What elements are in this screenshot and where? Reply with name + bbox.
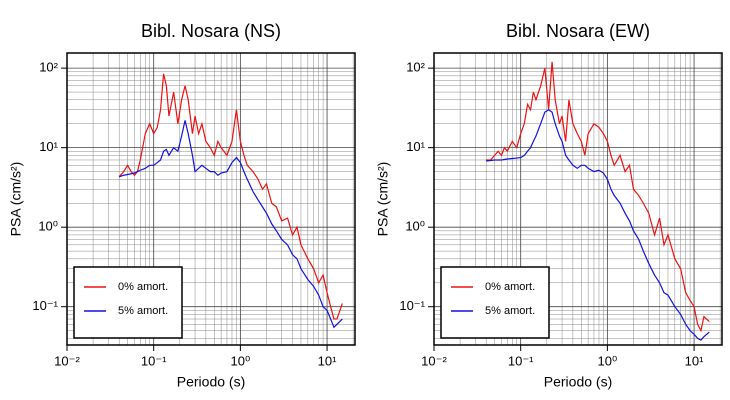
x-axis-label: Periodo (s) xyxy=(177,374,245,390)
data-line xyxy=(486,61,710,333)
x-tick-label: 10⁻¹ xyxy=(141,353,167,368)
x-tick-label: 10⁰ xyxy=(231,353,251,368)
y-axis-label: PSA (cm/s²) xyxy=(375,162,391,237)
y-tick-label: 10⁰ xyxy=(405,219,425,234)
y-tick-label: 10¹ xyxy=(406,139,425,154)
y-tick-label: 10² xyxy=(39,60,58,75)
x-axis-label: Periodo (s) xyxy=(544,374,612,390)
x-tick-label: 10⁰ xyxy=(598,353,618,368)
plot-frame xyxy=(66,52,356,346)
legend-label: 5% amort. xyxy=(118,305,168,317)
y-tick-label: 10² xyxy=(406,60,425,75)
x-tick-label: 10¹ xyxy=(685,353,704,368)
y-tick-label: 10⁻¹ xyxy=(32,298,58,313)
data-line xyxy=(486,109,710,341)
x-tick-label: 10⁻² xyxy=(54,353,80,368)
chart-title: Bibl. Nosara (EW) xyxy=(506,21,650,41)
plot: 10⁻² 10⁻¹ 10⁰ 10¹ 10⁻¹ 10⁰ 10¹ 10² Bibl. Nosara … xyxy=(375,21,723,390)
y-tick-label: 10⁻¹ xyxy=(399,298,425,313)
legend-box xyxy=(440,266,550,339)
data-line xyxy=(118,120,343,329)
legend-box xyxy=(73,266,183,339)
plot: 10⁻² 10⁻¹ 10⁰ 10¹ 10⁻¹ 10⁰ 10¹ 10² Bibl. Nosara … xyxy=(8,21,356,390)
plot-frame xyxy=(433,52,723,346)
legend-label: 0% amort. xyxy=(485,281,535,293)
chart-title: Bibl. Nosara (NS) xyxy=(141,21,281,41)
x-tick-label: 10⁻¹ xyxy=(508,353,534,368)
x-tick-label: 10⁻² xyxy=(421,353,447,368)
legend-label: 0% amort. xyxy=(118,281,168,293)
y-tick-label: 10¹ xyxy=(39,139,58,154)
legend-label: 5% amort. xyxy=(485,305,535,317)
x-tick-label: 10¹ xyxy=(318,353,337,368)
y-axis-label: PSA (cm/s²) xyxy=(8,162,24,237)
data-line xyxy=(118,73,343,320)
y-tick-label: 10⁰ xyxy=(38,219,58,234)
